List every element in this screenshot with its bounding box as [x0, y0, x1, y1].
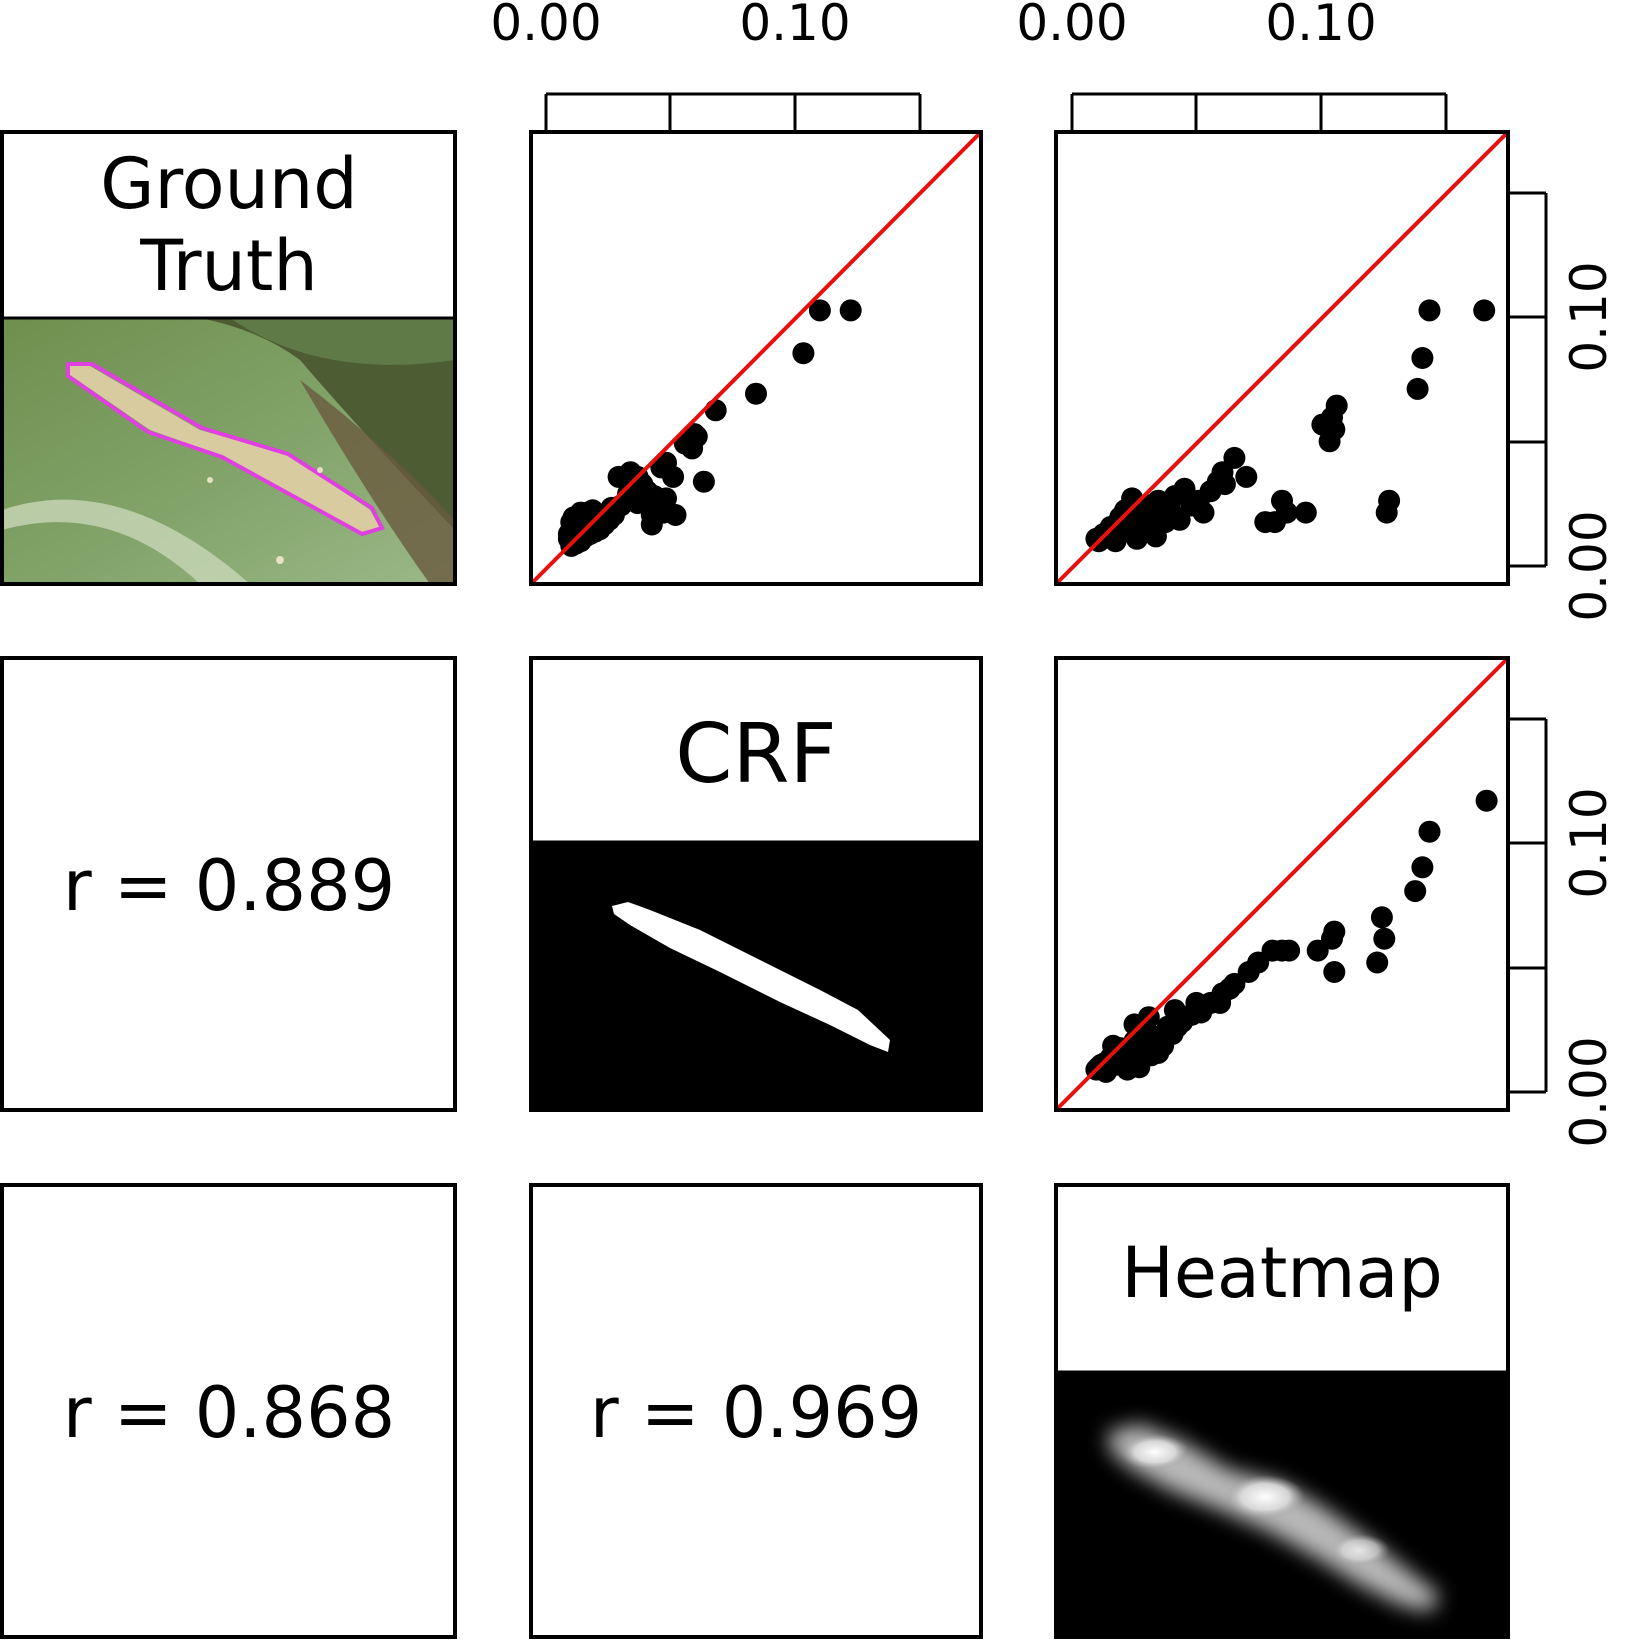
top-axis: [544, 92, 1448, 132]
right-tick-label-row1-010: 0.10: [1560, 261, 1618, 372]
scatter-point: [673, 432, 696, 455]
panel-ground-truth: Ground Truth: [0, 130, 457, 586]
top-tick-label-col2-000: 0.00: [490, 0, 601, 52]
right-tick-label-row2-000: 0.00: [1560, 1036, 1618, 1147]
scatter-point: [1323, 418, 1346, 441]
scatter-point: [808, 299, 831, 322]
scatter-point: [1114, 499, 1136, 522]
scatter-point: [1411, 347, 1434, 369]
panel-corr-gt-heatmap: r = 0.868: [0, 1183, 457, 1639]
scatter-point: [1418, 820, 1441, 843]
scatter-point: [1102, 1034, 1125, 1057]
scatter-point: [1418, 299, 1441, 322]
scatter-point: [1271, 489, 1293, 512]
scatter-point: [1192, 501, 1215, 524]
scatter-point: [692, 470, 715, 493]
scatter-panel-r1c2: [529, 130, 983, 586]
scatter-point: [1366, 951, 1389, 974]
scatter-point: [1404, 880, 1427, 903]
heatmap-hotspot-2: [1225, 1475, 1305, 1519]
scatter-point: [1147, 1041, 1170, 1064]
scatter-point: [1375, 501, 1398, 524]
heatmap-hotspot-3: [1330, 1534, 1390, 1566]
scatter-point: [662, 465, 685, 488]
identity-line-r1c2: [529, 130, 983, 586]
scatter-point: [1163, 999, 1186, 1022]
right-tick-label-row2-010: 0.10: [1560, 787, 1618, 898]
panel-heatmap: Heatmap: [1054, 1183, 1510, 1639]
scatter-panel-r1c3: [1054, 130, 1510, 586]
scatter-point: [640, 504, 663, 526]
top-tick-label-col3-000: 0.00: [1016, 0, 1127, 52]
crf-mask-shape: [612, 902, 890, 1052]
heatmap-hotspot-1: [1121, 1434, 1189, 1470]
scatter-point: [1370, 906, 1393, 929]
right-tick-label-row1-000: 0.00: [1560, 510, 1618, 621]
scatter-point: [1306, 939, 1329, 962]
scatter-panel-r2c3: [1054, 656, 1510, 1112]
scatter-points-r2c3: [1085, 789, 1498, 1083]
scatter-point: [792, 342, 815, 365]
ground-truth-leaf-image: [2, 318, 455, 584]
scatter-point: [1235, 465, 1258, 488]
corr-gt-crf: r = 0.889: [63, 845, 395, 927]
scatter-point: [1473, 299, 1496, 322]
panel-crf: CRF: [529, 656, 983, 1112]
scatter-point: [631, 473, 654, 496]
identity-line-r1c3: [1054, 130, 1510, 586]
scatter-point: [704, 399, 727, 422]
ground-truth-label-line2: Truth: [139, 225, 317, 307]
top-tick-label-col2-010: 0.10: [739, 0, 850, 52]
scatter-point: [560, 511, 583, 534]
scatter-point: [1373, 927, 1396, 950]
ground-truth-outline: [66, 362, 385, 537]
panel-corr-gt-crf: r = 0.889: [0, 656, 457, 1112]
corr-gt-heatmap: r = 0.868: [63, 1372, 395, 1454]
corr-crf-heatmap: r = 0.969: [590, 1372, 922, 1454]
ground-truth-label-line1: Ground: [100, 143, 357, 225]
scatter-point: [1135, 508, 1158, 531]
right-axis: [1508, 191, 1548, 1094]
scatter-point: [1125, 527, 1148, 550]
crf-label: CRF: [675, 707, 836, 802]
panel-corr-crf-heatmap: r = 0.969: [529, 1183, 983, 1639]
scatter-point: [1104, 530, 1127, 553]
scatter-point: [1294, 501, 1317, 524]
heatmap-label: Heatmap: [1121, 1232, 1443, 1314]
scatter-point: [1475, 789, 1498, 812]
scatter-point: [1411, 856, 1434, 879]
top-tick-label-col3-010: 0.10: [1265, 0, 1376, 52]
scatter-point: [1323, 961, 1346, 983]
scatter-points-r1c3: [1085, 299, 1496, 553]
scatter-point: [745, 382, 767, 405]
scatter-point: [602, 504, 625, 526]
identity-line-r2c3: [1054, 656, 1510, 1112]
scatter-point: [1406, 377, 1429, 400]
scatter-point: [1254, 511, 1277, 534]
scatter-point: [839, 299, 862, 322]
scatter-point: [1144, 525, 1167, 548]
